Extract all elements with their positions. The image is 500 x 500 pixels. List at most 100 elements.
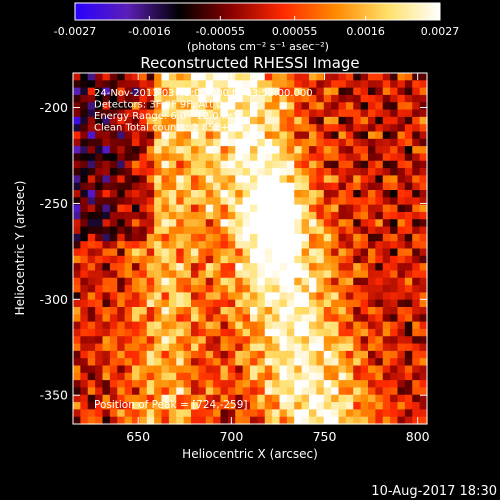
- heatmap-cell: [390, 138, 399, 147]
- heatmap-cell: [161, 168, 170, 176]
- heatmap-cell: [154, 87, 163, 96]
- heatmap-cell: [154, 241, 163, 250]
- heatmap-cell: [404, 358, 413, 367]
- heatmap-cell: [368, 358, 376, 367]
- heatmap-cell: [382, 336, 391, 345]
- heatmap-cell: [294, 263, 303, 272]
- heatmap-cell: [250, 80, 258, 89]
- heatmap-cell: [301, 204, 310, 213]
- heatmap-cell: [353, 226, 362, 235]
- colorbar-ticks: -0.0027 -0.0016 -0.00055 0.00055 0.0016 0.002…: [54, 16, 459, 38]
- heatmap-cell: [397, 211, 406, 220]
- heatmap-cell: [264, 299, 273, 308]
- heatmap-cell: [235, 94, 244, 103]
- heatmap-cell: [183, 197, 192, 206]
- heatmap-cell: [117, 233, 126, 242]
- heatmap-cell: [183, 394, 192, 403]
- heatmap-cell: [419, 402, 428, 410]
- heatmap-cell: [168, 241, 177, 250]
- heatmap-cell: [132, 226, 140, 235]
- heatmap-cell: [286, 204, 295, 213]
- heatmap-cell: [242, 402, 251, 410]
- heatmap-cell: [390, 409, 399, 418]
- heatmap-cell: [154, 190, 163, 198]
- heatmap-cell: [412, 365, 421, 374]
- heatmap-cell: [198, 109, 207, 118]
- heatmap-cell: [345, 80, 354, 89]
- heatmap-cell: [419, 321, 428, 330]
- heatmap-cell: [257, 73, 266, 81]
- heatmap-cell: [132, 387, 140, 396]
- heatmap-cell: [412, 328, 421, 337]
- heatmap-cell: [242, 204, 251, 213]
- heatmap-cell: [132, 153, 140, 162]
- heatmap-cell: [345, 233, 354, 242]
- heatmap-cell: [353, 343, 362, 352]
- heatmap-cell: [309, 350, 317, 359]
- heatmap-cell: [227, 160, 236, 169]
- heatmap-cell: [242, 343, 251, 352]
- heatmap-cell: [375, 409, 384, 418]
- heatmap-cell: [154, 182, 163, 191]
- heatmap-cell: [375, 131, 384, 140]
- heatmap-cell: [419, 233, 428, 242]
- heatmap-cell: [286, 219, 295, 228]
- heatmap-cell: [161, 321, 170, 330]
- heatmap-cell: [323, 372, 332, 381]
- heatmap-cell: [309, 197, 317, 206]
- heatmap-cell: [139, 328, 148, 337]
- heatmap-cell: [286, 233, 295, 242]
- heatmap-cell: [154, 380, 163, 389]
- heatmap-cell: [73, 387, 81, 396]
- heatmap-cell: [412, 263, 421, 272]
- heatmap-cell: [375, 402, 384, 410]
- heatmap-cell: [124, 73, 133, 81]
- heatmap-cell: [257, 182, 266, 191]
- heatmap-cell: [316, 387, 325, 396]
- heatmap-cell: [301, 387, 310, 396]
- info-line: Detectors: 3F 8F 9F, Att 0: [94, 100, 222, 111]
- heatmap-cell: [242, 394, 251, 403]
- heatmap-cell: [279, 307, 288, 315]
- heatmap-cell: [205, 146, 214, 155]
- heatmap-cell: [279, 87, 288, 96]
- heatmap-cell: [213, 116, 222, 125]
- heatmap-cell: [168, 87, 177, 96]
- heatmap-cell: [95, 124, 104, 133]
- heatmap-cell: [191, 94, 199, 103]
- heatmap-cell: [257, 153, 266, 162]
- heatmap-cell: [139, 124, 148, 133]
- heatmap-cell: [404, 197, 413, 206]
- heatmap-cell: [220, 387, 229, 396]
- heatmap-cell: [294, 131, 303, 140]
- heatmap-cell: [279, 138, 288, 147]
- heatmap-cell: [382, 175, 391, 184]
- heatmap-cell: [87, 182, 96, 191]
- heatmap-cell: [117, 109, 126, 118]
- heatmap-cell: [279, 328, 288, 337]
- heatmap-cell: [242, 248, 251, 257]
- heatmap-cell: [404, 314, 413, 323]
- heatmap-cell: [323, 73, 332, 81]
- heatmap-cell: [419, 299, 428, 308]
- heatmap-cell: [168, 80, 177, 89]
- heatmap-cell: [286, 146, 295, 155]
- heatmap-cell: [73, 124, 81, 133]
- heatmap-cell: [205, 299, 214, 308]
- heatmap-cell: [109, 73, 118, 81]
- heatmap-cell: [191, 197, 199, 206]
- heatmap-cell: [294, 365, 303, 374]
- heatmap-cell: [102, 285, 111, 293]
- heatmap-cell: [80, 116, 89, 125]
- heatmap-cell: [375, 321, 384, 330]
- heatmap-cell: [139, 365, 148, 374]
- heatmap-cell: [124, 211, 133, 220]
- heatmap-cell: [205, 270, 214, 279]
- heatmap-cell: [102, 336, 111, 345]
- heatmap-cell: [146, 131, 155, 140]
- heatmap-cell: [80, 336, 89, 345]
- heatmap-cell: [95, 160, 104, 169]
- heatmap-cell: [80, 365, 89, 374]
- heatmap-cell: [124, 219, 133, 228]
